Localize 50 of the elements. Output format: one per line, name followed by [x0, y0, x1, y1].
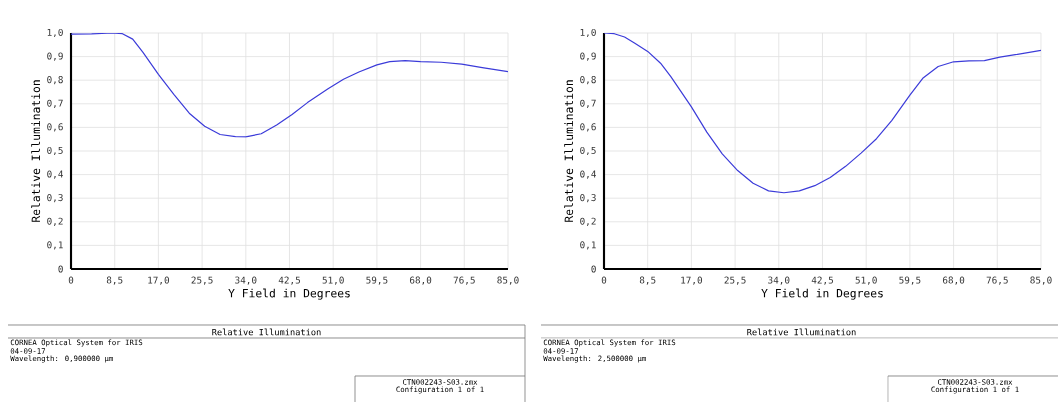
y-tick-label: 0,8	[47, 76, 63, 85]
y-tick-label: 0,9	[47, 52, 63, 61]
y-tick-label: 0	[58, 265, 63, 273]
y-tick-label: 0,5	[47, 146, 63, 156]
x-tick-label: 8,5	[639, 276, 656, 285]
x-tick-label: 51,0	[322, 276, 344, 285]
x-tick-label: 51,0	[855, 276, 877, 285]
x-tick-label: 85,0	[497, 276, 519, 285]
y-tick-label: 0,2	[580, 217, 596, 226]
x-tick-label: 59,5	[366, 276, 388, 285]
y-tick-label: 0,7	[47, 99, 63, 108]
x-tick-label: 76,5	[986, 276, 1008, 285]
text: Relative Illumination	[212, 328, 321, 336]
y-tick-label: 0,4	[47, 170, 63, 179]
x-tick-label: 17,0	[148, 276, 170, 285]
y-axis-title: Relative Illumination	[31, 80, 41, 222]
x-tick-label: 76,5	[453, 276, 475, 285]
x-tick-label: 0	[68, 276, 74, 284]
x-tick-label: 25,5	[191, 276, 213, 285]
y-tick-label: 0,5	[580, 146, 596, 156]
y-tick-label: 0	[591, 265, 596, 273]
x-tick-label: 68,0	[942, 276, 965, 285]
x-tick-label: 59,5	[899, 276, 921, 285]
x-axis-title: Y Field in Degrees	[228, 288, 350, 300]
y-tick-label: 0,1	[580, 241, 596, 250]
y-tick-label: 1,0	[580, 28, 596, 38]
x-tick-label: 17,0	[681, 276, 703, 285]
y-tick-label: 1,0	[47, 28, 63, 38]
x-tick-label: 34,0	[768, 276, 790, 285]
y-tick-label: 0,1	[47, 241, 63, 250]
y-tick-label: 0,3	[47, 194, 63, 203]
x-axis-title: Y Field in Degrees	[761, 288, 883, 300]
y-tick-label: 0,7	[580, 99, 596, 108]
x-tick-label: 0	[601, 276, 607, 284]
x-tick-label: 42,5	[811, 276, 833, 285]
x-tick-label: 68,0	[409, 276, 432, 285]
y-tick-label: 0,4	[580, 170, 596, 179]
x-tick-label: 34,0	[235, 276, 257, 285]
text: Relative Illumination	[747, 328, 856, 336]
y-axis-title: Relative Illumination	[564, 80, 574, 222]
y-tick-label: 0,2	[47, 217, 63, 226]
y-tick-label: 0,3	[580, 194, 596, 203]
x-tick-label: 25,5	[724, 276, 746, 285]
x-tick-label: 42,5	[278, 276, 300, 285]
y-tick-label: 0,6	[47, 123, 63, 132]
y-tick-label: 0,8	[580, 76, 596, 85]
y-tick-label: 0,9	[580, 52, 596, 61]
x-tick-label: 85,0	[1030, 276, 1052, 285]
x-tick-label: 8,5	[106, 276, 123, 285]
y-tick-label: 0,6	[580, 123, 596, 132]
